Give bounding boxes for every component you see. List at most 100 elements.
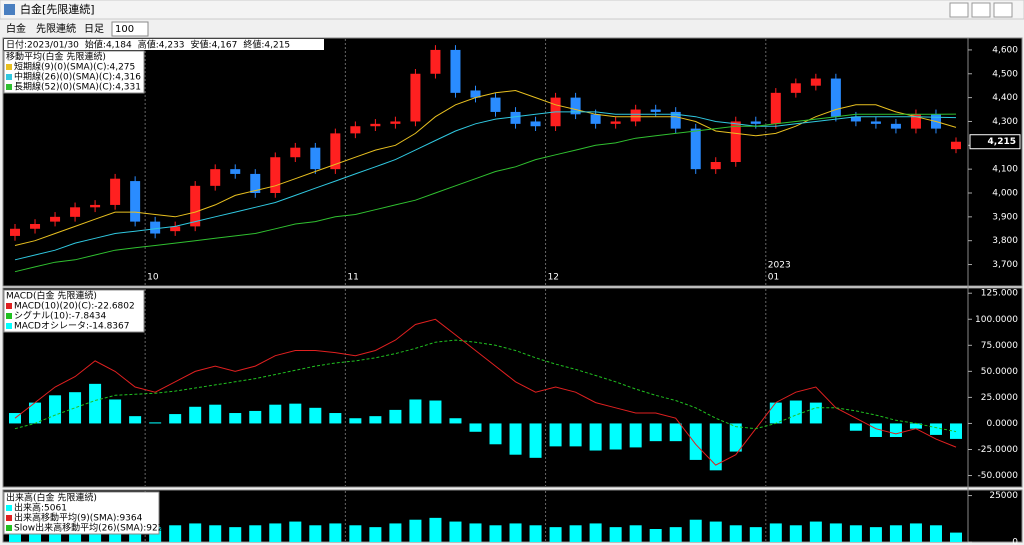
volume-bar — [269, 523, 282, 542]
y-tick-label: 0 — [1012, 538, 1018, 545]
y-tick-label: 4,600 — [992, 45, 1018, 55]
y-tick-label: 0.0000 — [987, 419, 1019, 429]
legend-title: MACD(白金 先限連続) — [6, 290, 97, 302]
close-button[interactable] — [993, 2, 1013, 18]
price-panel — [2, 37, 1023, 287]
volume-bar — [289, 521, 302, 542]
volume-bar — [509, 523, 522, 542]
candle-body — [390, 121, 401, 124]
candle-body — [850, 116, 861, 122]
ma-line — [14, 113, 957, 273]
macd-line — [14, 339, 957, 433]
count[interactable]: 100 — [115, 24, 134, 35]
oscillator-bar — [409, 399, 422, 424]
candle-body — [130, 181, 141, 222]
oscillator-bar — [629, 423, 642, 448]
candle-body — [30, 224, 41, 229]
y-tick-label: 3,700 — [992, 260, 1018, 270]
candle-body — [350, 126, 361, 134]
oscillator-bar — [109, 399, 122, 424]
y-tick-label: -50.0000 — [978, 471, 1019, 481]
legend-title: 移動平均(白金 先限連続) — [6, 51, 106, 63]
oscillator-bar — [129, 416, 142, 424]
candle-body — [290, 147, 301, 158]
candle-body — [630, 109, 641, 122]
candle-body — [70, 207, 81, 217]
volume-bar — [329, 523, 342, 542]
candle-body — [590, 114, 601, 124]
oscillator-bar — [69, 392, 82, 424]
volume-bar — [209, 525, 222, 542]
oscillator-bar — [249, 410, 262, 424]
volume-bar — [729, 525, 742, 542]
symbol[interactable]: 白金 — [6, 22, 26, 35]
y-tick-label: 3,800 — [992, 236, 1018, 246]
candle-body — [490, 97, 501, 112]
oscillator-bar — [229, 413, 242, 424]
last-price: 4,215 — [988, 137, 1016, 147]
legend-label: 中期線(26)(0)(SMA)(C):4,316 — [14, 71, 141, 83]
volume-bar — [629, 525, 642, 542]
legend-swatch — [6, 303, 12, 309]
oscillator-bar — [189, 406, 202, 424]
oscillator-bar — [289, 403, 302, 424]
legend-label: 長期線(52)(0)(SMA)(C):4,331 — [14, 81, 141, 93]
candle-body — [330, 133, 341, 170]
legend-bg — [3, 50, 145, 94]
candle-body — [450, 49, 461, 93]
legend-swatch — [6, 313, 12, 319]
volume-bar — [689, 519, 702, 542]
oscillator-bar — [669, 423, 682, 442]
oscillator-bar — [29, 402, 42, 424]
candle-body — [210, 169, 221, 186]
candle-body — [10, 228, 21, 236]
oscillator-bar — [649, 423, 662, 442]
legend-bg — [3, 491, 160, 535]
legend-label: MACDオシレータ:-14.8367 — [14, 321, 129, 332]
volume-bar — [569, 525, 582, 542]
candle-body — [230, 169, 241, 174]
oscillator-bar — [689, 423, 702, 460]
oscillator-bar — [329, 413, 342, 424]
oscillator-bar — [509, 423, 522, 455]
volume-bar — [749, 527, 762, 542]
y-tick-label: 4,500 — [992, 69, 1018, 79]
count-input[interactable] — [111, 21, 149, 37]
macd-panel — [2, 287, 1023, 488]
volume-bar — [789, 525, 802, 542]
candle-body — [770, 92, 781, 124]
oscillator-bar — [49, 395, 62, 424]
contract[interactable]: 先限連続 — [36, 22, 76, 35]
candle-body — [570, 97, 581, 115]
candle-body — [250, 173, 261, 193]
y-tick-label: 4,000 — [992, 189, 1018, 199]
oscillator-bar — [929, 423, 942, 435]
volume-bar — [189, 523, 202, 542]
volume-bar — [349, 525, 362, 542]
oscillator-bar — [449, 418, 462, 424]
volume-bar — [829, 523, 842, 542]
y-tick-label: 4,300 — [992, 117, 1018, 127]
candle-body — [610, 121, 621, 124]
oscillator-bar — [609, 423, 622, 450]
legend-swatch — [6, 64, 12, 70]
volume-bar — [409, 519, 422, 542]
oscillator-bar — [549, 423, 562, 447]
candle-body — [730, 121, 741, 162]
legend-swatch — [6, 74, 12, 80]
volume-bar — [609, 527, 622, 542]
maximize-button[interactable] — [971, 2, 991, 18]
oscillator-bar — [909, 423, 922, 429]
candle-body — [690, 128, 701, 170]
volume-bar — [489, 525, 502, 542]
volume-bar — [589, 523, 602, 542]
candle-body — [50, 216, 61, 222]
oscillator-bar — [709, 423, 722, 471]
period[interactable]: 日足 — [84, 23, 104, 35]
volume-bar — [469, 523, 482, 542]
y-tick-label: -25.0000 — [978, 445, 1019, 455]
oscillator-bar — [209, 404, 222, 424]
minimize-button[interactable] — [949, 2, 969, 18]
volume-bar — [369, 527, 382, 542]
